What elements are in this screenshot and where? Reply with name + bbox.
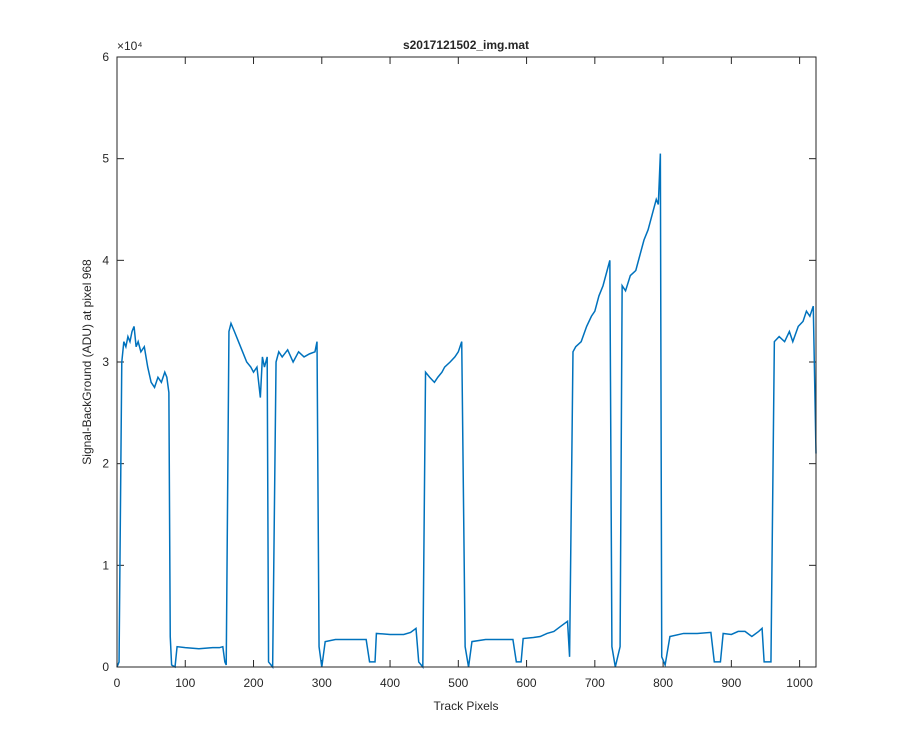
x-tick-label: 200 xyxy=(244,676,264,690)
x-tick-label: 800 xyxy=(653,676,673,690)
y-tick-label: 1 xyxy=(102,558,109,572)
y-tick-label: 4 xyxy=(102,253,109,267)
x-tick-label: 400 xyxy=(380,676,400,690)
y-tick-label: 2 xyxy=(102,457,109,471)
x-tick-label: 700 xyxy=(585,676,605,690)
y-tick-label: 0 xyxy=(102,660,109,674)
plot-area xyxy=(117,57,816,667)
y-axis-label: Signal-BackGround (ADU) at pixel 968 xyxy=(80,259,94,465)
y-multiplier: ×10⁴ xyxy=(117,39,143,53)
data-line xyxy=(116,153,817,670)
y-tick-label: 5 xyxy=(102,152,109,166)
x-tick-label: 1000 xyxy=(786,676,813,690)
x-tick-label: 100 xyxy=(175,676,195,690)
axes-box xyxy=(116,56,817,668)
chart-title: s2017121502_img.mat xyxy=(403,38,529,52)
x-tick-label: 900 xyxy=(721,676,741,690)
y-tick-label: 6 xyxy=(102,50,109,64)
x-axis-label: Track Pixels xyxy=(434,699,499,713)
x-tick-label: 300 xyxy=(312,676,332,690)
x-tick-label: 0 xyxy=(114,676,121,690)
x-tick-label: 600 xyxy=(517,676,537,690)
x-tick-label: 500 xyxy=(448,676,468,690)
y-tick-label: 3 xyxy=(102,355,109,369)
